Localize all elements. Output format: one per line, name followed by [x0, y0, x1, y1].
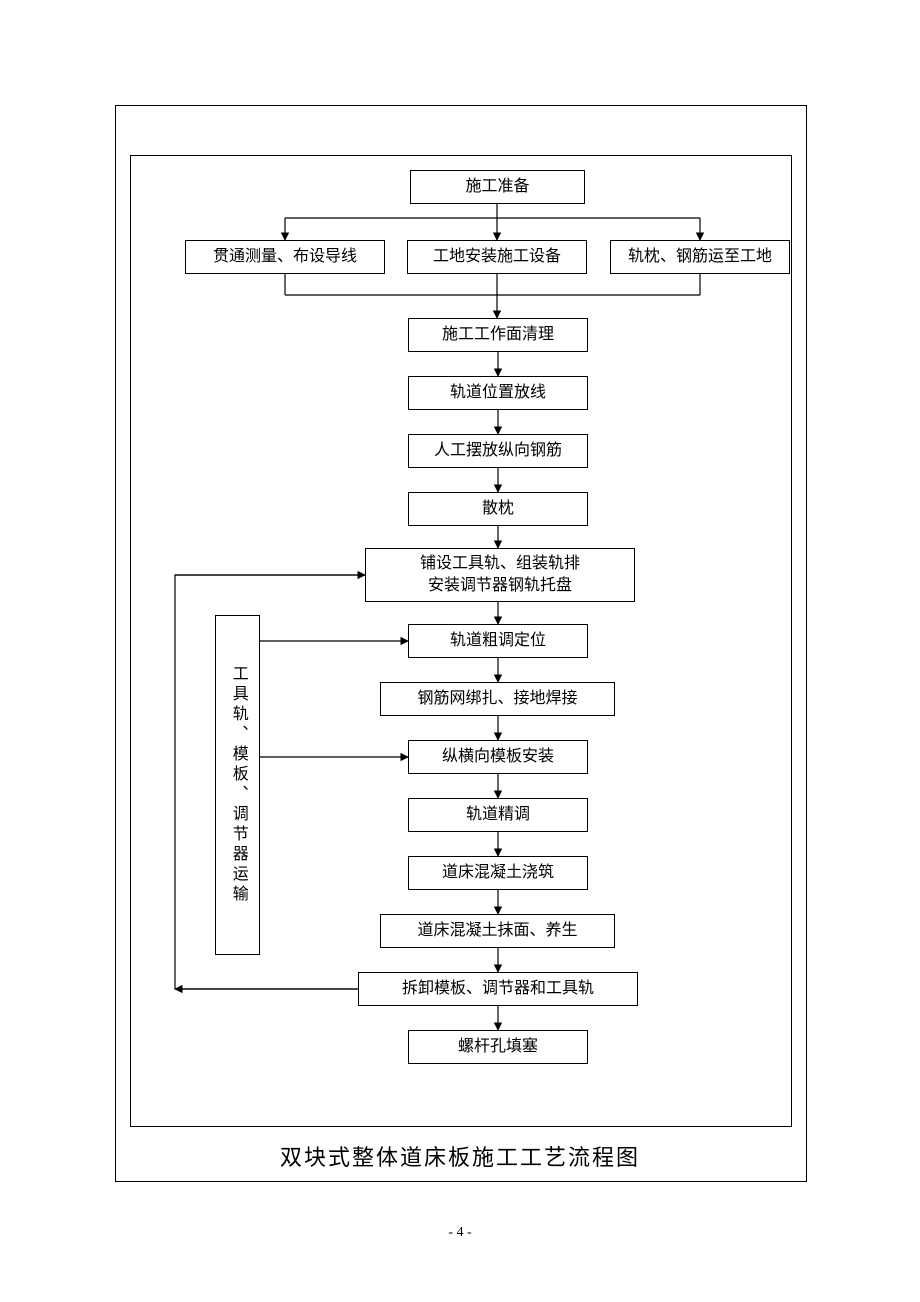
flow-node-side: 工具轨、模板、调节器运输: [215, 615, 260, 955]
flow-node-n14: 螺杆孔填塞: [408, 1030, 588, 1064]
flow-node-n4: 人工摆放纵向钢筋: [408, 434, 588, 468]
flow-node-n13: 拆卸模板、调节器和工具轨: [358, 972, 638, 1006]
flow-node-n3: 轨道位置放线: [408, 376, 588, 410]
flow-node-n5: 散枕: [408, 492, 588, 526]
flow-node-n12: 道床混凝土抹面、养生: [380, 914, 615, 948]
page: 施工准备贯通测量、布设导线工地安装施工设备轨枕、钢筋运至工地施工工作面清理轨道位…: [0, 0, 920, 1302]
page-number: - 4 -: [0, 1225, 920, 1241]
flow-node-n7: 轨道粗调定位: [408, 624, 588, 658]
flow-node-n9: 纵横向模板安装: [408, 740, 588, 774]
diagram-caption: 双块式整体道床板施工工艺流程图: [115, 1140, 805, 1172]
flow-node-n8: 钢筋网绑扎、接地焊接: [380, 682, 615, 716]
flow-node-n2: 施工工作面清理: [408, 318, 588, 352]
flow-node-n1b: 工地安装施工设备: [407, 240, 587, 274]
flow-node-n11: 道床混凝土浇筑: [408, 856, 588, 890]
flow-node-n6: 铺设工具轨、组装轨排安装调节器钢轨托盘: [365, 548, 635, 602]
flow-node-n10: 轨道精调: [408, 798, 588, 832]
flow-node-n1c: 轨枕、钢筋运至工地: [610, 240, 790, 274]
flow-node-n0: 施工准备: [410, 170, 585, 204]
flow-node-n1a: 贯通测量、布设导线: [185, 240, 385, 274]
